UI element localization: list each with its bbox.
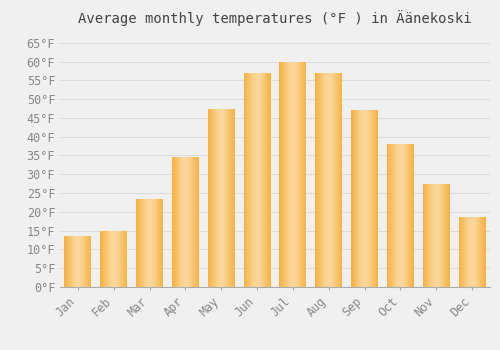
Bar [280,62,306,287]
Bar [351,110,378,287]
Bar [316,73,342,287]
Bar [172,158,199,287]
Bar [423,184,450,287]
Bar [64,236,92,287]
Bar [458,217,485,287]
Bar [387,144,414,287]
Bar [208,108,234,287]
Bar [100,231,127,287]
Bar [136,199,163,287]
Bar [244,73,270,287]
Title: Average monthly temperatures (°F ) in Äänekoski: Average monthly temperatures (°F ) in Ää… [78,10,472,26]
